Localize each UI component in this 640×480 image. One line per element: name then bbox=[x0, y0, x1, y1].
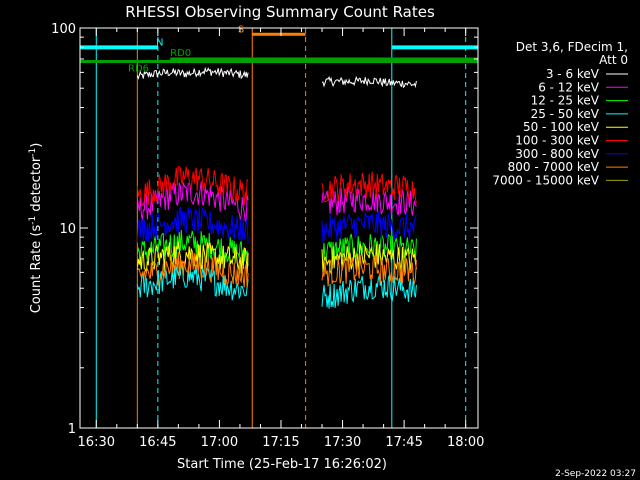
saa_bars-label: S bbox=[238, 24, 244, 35]
x-tick-label: 16:45 bbox=[139, 435, 176, 450]
y-tick-label: 1 bbox=[68, 422, 76, 437]
series-line bbox=[136, 251, 249, 289]
night_bars-label: N bbox=[156, 37, 163, 48]
rd6-label: RD6 bbox=[128, 63, 149, 74]
y-tick-label: 100 bbox=[51, 22, 76, 37]
rd0-label: RD0 bbox=[170, 48, 191, 59]
y-tick-label: 10 bbox=[59, 222, 76, 237]
legend-label: 50 - 100 keV bbox=[523, 120, 600, 134]
series-line bbox=[321, 171, 417, 204]
x-axis-label: Start Time (25-Feb-17 16:26:02) bbox=[177, 457, 387, 472]
series-trace bbox=[136, 66, 417, 89]
x-tick-label: 18:00 bbox=[447, 435, 484, 450]
series-line bbox=[321, 242, 417, 275]
y-axis-label-sup-2: -1 bbox=[28, 148, 38, 157]
annotation-layer: N S RD0 RD6 bbox=[80, 24, 478, 74]
series-line bbox=[321, 186, 417, 216]
series-layer bbox=[136, 66, 417, 309]
series-line bbox=[321, 274, 417, 309]
vertical-markers bbox=[95, 28, 467, 428]
legend-label: 100 - 300 keV bbox=[515, 134, 599, 148]
legend-label: 6 - 12 keV bbox=[538, 80, 600, 94]
series-trace bbox=[136, 251, 417, 289]
y-axis-label-sup-1: -1 bbox=[28, 216, 38, 225]
axis-ticks: 16:30 16:45 17:00 17:15 17:30 17:45 18:00 1 10 10… bbox=[51, 22, 484, 450]
y-axis-label-main: Count Rate (s bbox=[29, 225, 44, 314]
x-tick-label: 17:15 bbox=[262, 435, 299, 450]
series-line bbox=[136, 229, 249, 267]
series-trace bbox=[136, 165, 417, 206]
legend-title-line-2: Att 0 bbox=[599, 53, 628, 67]
timestamp-stamp: 2-Sep-2022 03:27 bbox=[555, 469, 636, 479]
x-tick-label: 16:30 bbox=[78, 435, 115, 450]
x-tick-label: 17:30 bbox=[324, 435, 361, 450]
y-axis-label-end: ) bbox=[29, 143, 44, 148]
x-tick-label: 17:45 bbox=[385, 435, 422, 450]
series-line bbox=[136, 66, 249, 80]
legend-label: 800 - 7000 keV bbox=[508, 160, 600, 174]
legend-label: 12 - 25 keV bbox=[531, 94, 600, 108]
legend-title-line-1: Det 3,6, FDecim 1, bbox=[516, 40, 628, 54]
series-line bbox=[321, 211, 417, 243]
series-trace bbox=[136, 261, 417, 309]
y-axis-label: Count Rate (s-1 detector-1) bbox=[28, 143, 44, 314]
series-line bbox=[321, 75, 417, 89]
series-line bbox=[136, 165, 249, 206]
series-line bbox=[136, 206, 249, 243]
series-line bbox=[322, 233, 417, 263]
series-trace bbox=[136, 206, 417, 243]
y-axis-label-mid: detector bbox=[29, 156, 44, 216]
legend-label: 25 - 50 keV bbox=[531, 107, 600, 121]
legend-label: 7000 - 15000 keV bbox=[492, 173, 599, 187]
series-trace bbox=[136, 229, 417, 267]
x-tick-label: 17:00 bbox=[201, 435, 238, 450]
legend-label: 3 - 6 keV bbox=[546, 67, 600, 81]
chart-title: RHESSI Observing Summary Count Rates bbox=[125, 3, 435, 21]
series-line bbox=[321, 255, 417, 287]
legend-label: 300 - 800 keV bbox=[515, 147, 599, 161]
series-line bbox=[136, 261, 249, 301]
